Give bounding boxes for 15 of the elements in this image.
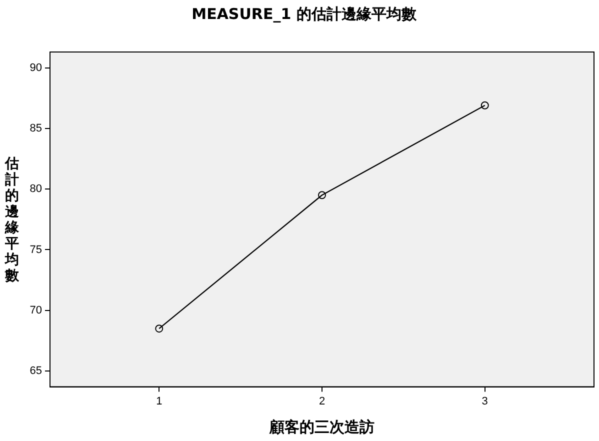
y-tick-label: 75 (30, 244, 42, 256)
y-tick-label: 90 (30, 62, 42, 74)
point (318, 191, 326, 200)
y-axis-title: 估計的邊緣平均數 (4, 156, 20, 284)
chart-title: MEASURE_1 的估計邊緣平均數 (192, 4, 418, 23)
point (155, 324, 164, 333)
x-tick-label: 1 (156, 395, 162, 408)
point (480, 101, 489, 110)
x-tick-label: 2 (318, 395, 326, 408)
y-tick-label: 80 (30, 183, 42, 196)
x-axis-title: 顧客的三次造訪 (268, 418, 374, 436)
y-tick-label: 70 (30, 304, 42, 316)
x-tick-label: 3 (482, 395, 488, 408)
y-tick-label: 65 (30, 365, 42, 378)
y-tick-label: 85 (30, 122, 42, 134)
